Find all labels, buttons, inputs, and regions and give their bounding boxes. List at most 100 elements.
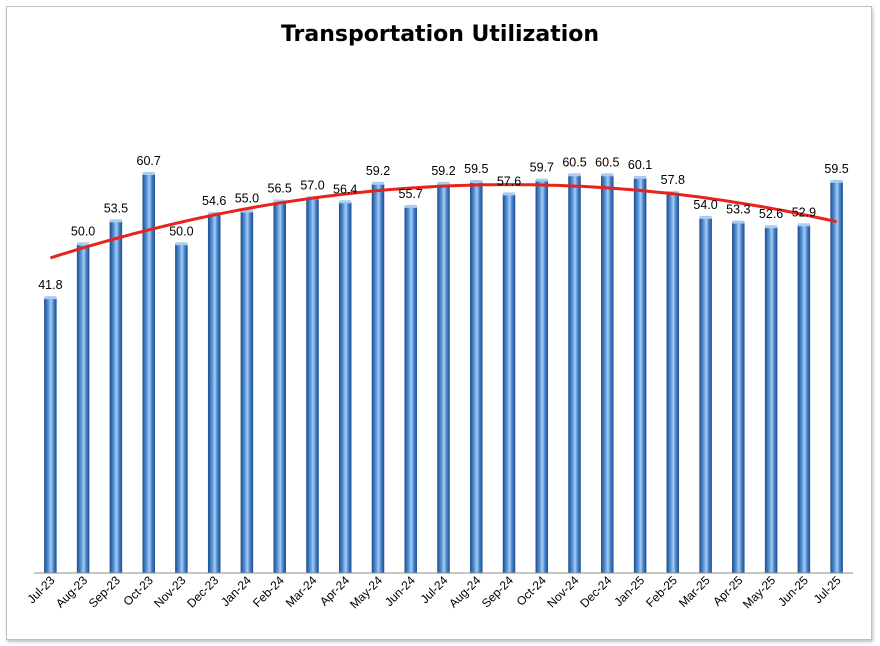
bar-top-Jun-24 — [404, 204, 417, 208]
x-tick-label: Jul-25 — [811, 573, 844, 606]
bar-top-Aug-23 — [77, 242, 90, 246]
value-label: 53.5 — [104, 201, 128, 215]
chart-title: Transportation Utilization — [280, 22, 600, 47]
value-label: 56.4 — [333, 182, 357, 196]
bar-May-24 — [371, 183, 385, 574]
x-tick-label: Jan-24 — [218, 573, 254, 609]
bar-top-May-25 — [765, 225, 778, 229]
bar-Jan-25 — [633, 177, 647, 574]
value-label: 54.0 — [693, 198, 717, 212]
value-label: 55.0 — [235, 192, 259, 206]
bar-Sep-24 — [502, 194, 516, 574]
value-label: 41.8 — [38, 278, 62, 292]
bar-Nov-24 — [568, 175, 581, 574]
x-tick-label: Oct-23 — [120, 573, 156, 609]
bar-top-Dec-24 — [601, 173, 614, 177]
bar-top-Jul-25 — [830, 179, 843, 183]
bar-Jun-24 — [404, 206, 417, 574]
x-tick-label: Mar-25 — [676, 573, 713, 610]
bar-top-May-24 — [372, 181, 384, 185]
bar-top-Apr-24 — [339, 200, 352, 204]
value-labels-group: 41.8 50.0 53.5 60.7 50.0 54.6 55.0 56.5 57.0 56.4… — [38, 154, 849, 292]
bar-top-Jan-25 — [634, 175, 647, 179]
x-tick-label: May-24 — [347, 573, 385, 611]
bar-top-Jan-24 — [240, 209, 253, 213]
bar-Dec-24 — [601, 175, 614, 574]
x-tick-label: Jun-25 — [775, 573, 811, 609]
bar-top-Oct-24 — [535, 178, 548, 182]
bar-top-Aug-24 — [470, 179, 483, 183]
x-tick-label: Dec-24 — [577, 573, 614, 610]
bar-Apr-24 — [338, 202, 352, 574]
value-label: 59.5 — [464, 162, 488, 176]
value-label: 52.9 — [792, 205, 816, 219]
bar-Jan-24 — [240, 211, 254, 574]
bar-top-Mar-25 — [699, 216, 712, 219]
x-tick-label: Aug-23 — [53, 573, 90, 610]
x-tick-label: Apr-25 — [710, 573, 746, 609]
x-tick-label: Feb-24 — [250, 573, 287, 610]
bar-Oct-24 — [535, 180, 549, 574]
value-label: 60.7 — [137, 154, 161, 168]
x-tick-label: Oct-24 — [514, 573, 550, 609]
x-tick-label: Dec-23 — [184, 573, 221, 610]
value-label: 60.5 — [562, 155, 586, 169]
bar-Aug-23 — [76, 244, 90, 574]
bar-Apr-25 — [732, 222, 745, 574]
bar-top-Sep-23 — [109, 219, 122, 223]
bar-Jul-25 — [830, 181, 843, 574]
value-label: 55.7 — [399, 187, 423, 201]
bar-Mar-25 — [699, 217, 712, 574]
value-label: 56.5 — [268, 182, 292, 196]
value-label: 60.5 — [595, 155, 619, 169]
value-label: 59.2 — [431, 164, 455, 178]
x-tick-labels-group: Jul-23Aug-23Sep-23Oct-23Nov-23Dec-23Jan-… — [25, 573, 844, 611]
bars-group — [44, 172, 843, 574]
bar-May-25 — [764, 226, 778, 574]
x-tick-label: Apr-24 — [317, 573, 353, 609]
bar-top-Nov-24 — [568, 173, 581, 177]
x-tick-label: Aug-24 — [446, 573, 483, 610]
bar-top-Sep-24 — [503, 192, 515, 196]
x-tick-label: Nov-24 — [544, 573, 581, 610]
bar-Nov-23 — [175, 244, 188, 574]
value-label: 52.6 — [759, 207, 783, 221]
bar-top-Jul-23 — [44, 296, 57, 300]
value-label: 60.1 — [628, 158, 652, 172]
x-tick-label: Jun-24 — [382, 573, 418, 609]
x-tick-label: Sep-24 — [479, 573, 516, 610]
bar-top-Oct-23 — [142, 172, 155, 175]
bar-top-Apr-25 — [732, 220, 745, 224]
x-tick-label: Mar-24 — [283, 573, 320, 610]
x-tick-label: May-25 — [740, 573, 778, 611]
bar-Aug-24 — [470, 181, 483, 574]
bar-Jul-24 — [437, 183, 450, 574]
bar-Jul-23 — [44, 297, 57, 574]
value-label: 57.8 — [661, 173, 685, 187]
value-label: 53.3 — [726, 203, 750, 217]
bar-Sep-23 — [109, 221, 123, 574]
value-label: 59.2 — [366, 164, 390, 178]
value-label: 59.7 — [530, 161, 554, 175]
bar-top-Jul-24 — [437, 181, 450, 185]
bar-Dec-23 — [207, 213, 221, 574]
bar-top-Feb-24 — [273, 199, 286, 203]
bar-Mar-24 — [306, 198, 319, 574]
value-label: 59.5 — [824, 162, 848, 176]
bar-Jun-25 — [797, 225, 811, 574]
bar-top-Nov-23 — [175, 242, 188, 246]
value-label: 50.0 — [71, 224, 95, 238]
x-tick-label: Feb-25 — [643, 573, 680, 610]
bar-Feb-24 — [273, 201, 286, 574]
value-label: 57.0 — [300, 178, 324, 192]
value-label: 50.0 — [169, 224, 193, 238]
value-label: 57.6 — [497, 174, 521, 188]
x-tick-label: Nov-23 — [151, 573, 188, 610]
trend-line — [49, 183, 837, 260]
value-label: 54.6 — [202, 194, 226, 208]
bar-Oct-23 — [142, 173, 155, 574]
bar-Feb-25 — [666, 192, 680, 574]
x-tick-label: Sep-23 — [86, 573, 123, 610]
x-tick-label: Jan-25 — [611, 573, 647, 609]
